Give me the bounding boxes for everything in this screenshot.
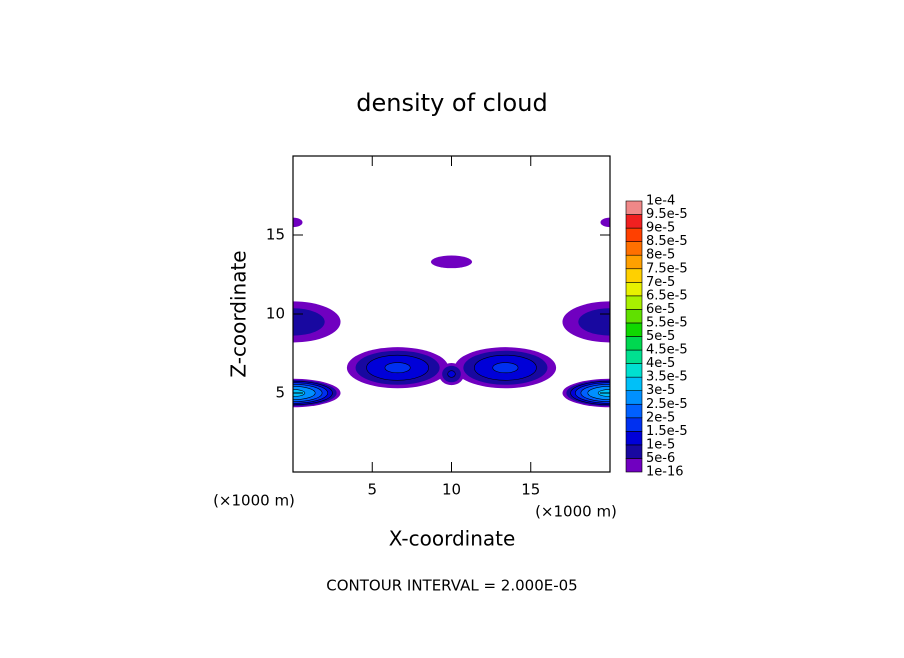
colorbar-swatch (625, 417, 643, 432)
y-tick-label: 10 (266, 305, 285, 323)
x-axis-label: X-coordinate (389, 527, 516, 551)
colorbar-label: 4e-5 (646, 356, 675, 371)
y-tick-label: 5 (275, 384, 285, 402)
colorbar-swatch (625, 431, 643, 446)
colorbar-swatch (625, 336, 643, 351)
colorbar-swatch (625, 227, 643, 242)
colorbar-swatch (625, 349, 643, 364)
contour-band (293, 217, 303, 228)
colorbar-swatch (625, 309, 643, 324)
colorbar-label: 2.5e-5 (646, 397, 688, 412)
colorbar-label: 3e-5 (646, 383, 675, 398)
colorbar-swatch (625, 268, 643, 283)
colorbar-label: 1e-16 (646, 465, 684, 480)
colorbar-label: 1e-4 (646, 194, 675, 209)
chart-title: density of cloud (356, 89, 547, 117)
colorbar-label: 3.5e-5 (646, 370, 688, 385)
cloud-blob (562, 301, 610, 343)
cloud-blob (600, 217, 610, 228)
colorbar-label: 9e-5 (646, 221, 675, 236)
colorbar-swatch (625, 444, 643, 459)
colorbar-swatch (625, 363, 643, 378)
colorbar-swatch (625, 390, 643, 405)
colorbar-swatch (625, 281, 643, 297)
colorbar-swatch (625, 458, 643, 473)
contour-field (293, 217, 610, 408)
colorbar-swatch (625, 295, 643, 310)
colorbar-label: 4.5e-5 (646, 343, 688, 358)
x-tick-label: 10 (442, 481, 461, 499)
contour-band (492, 362, 519, 374)
colorbar-label: 9.5e-5 (646, 207, 688, 222)
colorbar-label: 6.5e-5 (646, 288, 688, 303)
x-unit-label: (×1000 m) (535, 503, 617, 521)
colorbar-swatch (625, 322, 643, 337)
cloud-blob (562, 378, 610, 408)
colorbar-swatch (625, 241, 643, 256)
colorbar-label: 7e-5 (646, 275, 675, 290)
contour-band (600, 217, 610, 228)
contour-band (384, 362, 411, 374)
cloud-blob (438, 362, 465, 386)
colorbar-label: 8e-5 (646, 248, 675, 263)
contour-band (447, 370, 456, 378)
colorbar-label: 5.5e-5 (646, 315, 688, 330)
contour-band (578, 308, 610, 336)
y-tick-label: 15 (266, 226, 285, 244)
contour-interval: CONTOUR INTERVAL = 2.000E-05 (326, 577, 577, 595)
x-tick-label: 15 (521, 481, 540, 499)
cloud-blob (430, 255, 473, 269)
colorbar-swatch (625, 200, 643, 215)
contour-band (293, 308, 325, 336)
cloud-blob (293, 217, 303, 228)
colorbar-label: 8.5e-5 (646, 234, 688, 249)
colorbar-label: 1e-5 (646, 437, 675, 452)
colorbar-swatch (625, 403, 643, 419)
cloud-blob (454, 347, 557, 389)
y-axis-label: Z-coordinate (227, 250, 251, 377)
colorbar-label: 5e-6 (646, 451, 675, 466)
y-unit-label: (×1000 m) (213, 492, 295, 510)
colorbar: 1e-165e-61e-51.5e-52e-52.5e-53e-53.5e-54… (625, 194, 688, 480)
colorbar-swatch (625, 214, 643, 229)
contour-band (430, 255, 473, 269)
cloud-blob (293, 301, 341, 343)
colorbar-label: 7.5e-5 (646, 261, 688, 276)
plot-frame (292, 155, 611, 473)
colorbar-label: 2e-5 (646, 410, 675, 425)
colorbar-swatch (625, 376, 643, 391)
cloud-blob (346, 347, 449, 389)
colorbar-swatch (625, 254, 643, 270)
x-tick-label: 5 (367, 481, 377, 499)
colorbar-label: 5e-5 (646, 329, 675, 344)
colorbar-label: 1.5e-5 (646, 424, 688, 439)
colorbar-label: 6e-5 (646, 302, 675, 317)
